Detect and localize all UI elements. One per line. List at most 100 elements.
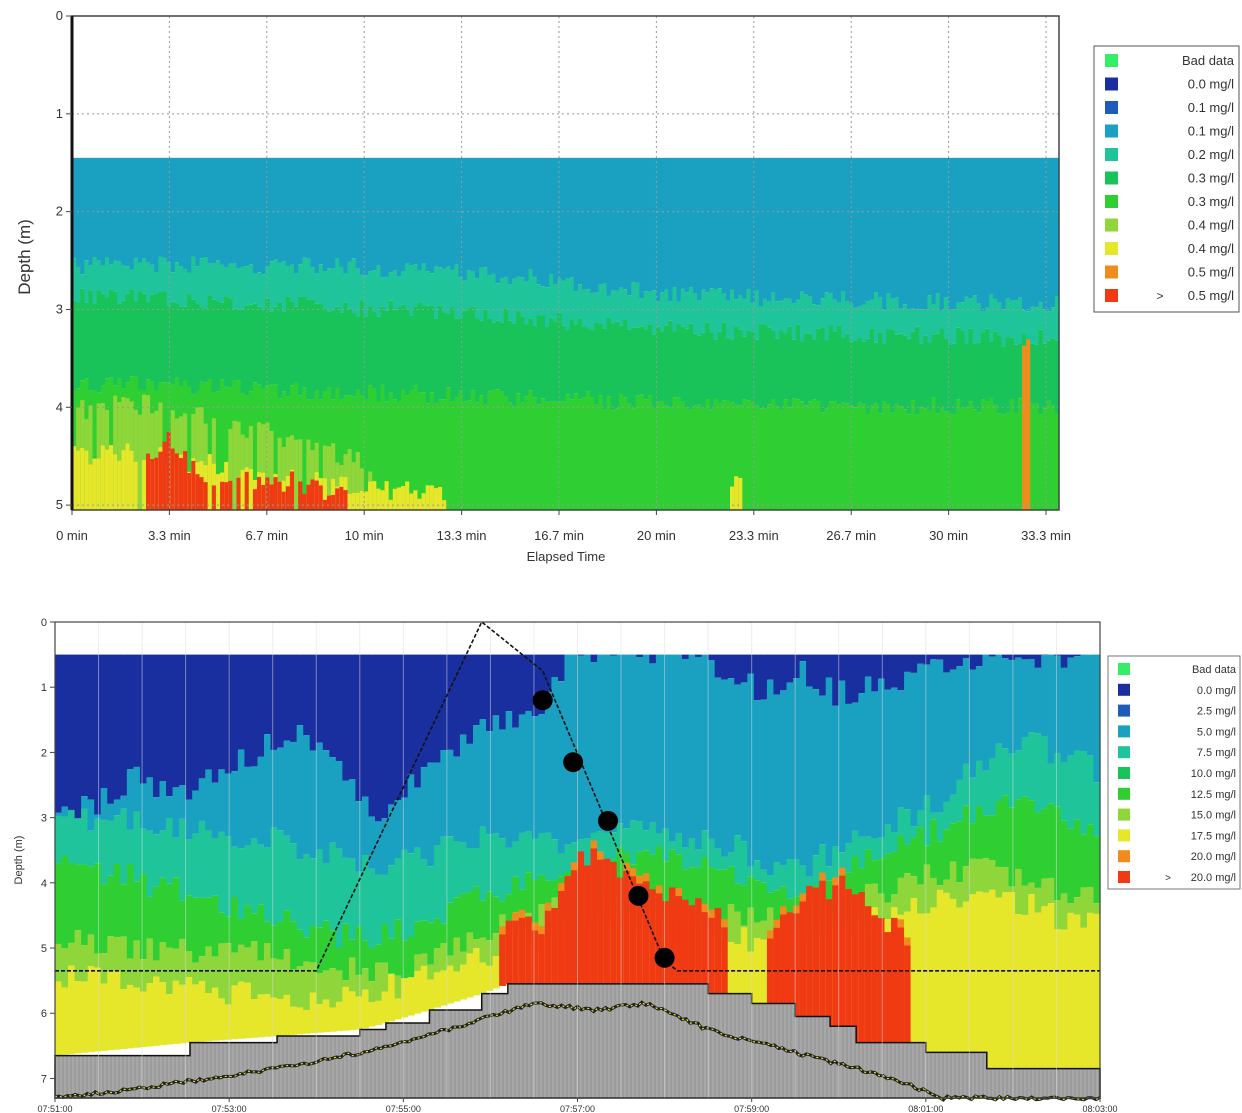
heatmap-cell — [355, 316, 361, 390]
heatmap-cell — [730, 402, 735, 510]
heatmap-cell — [479, 962, 487, 994]
heatmap-cell — [968, 157, 974, 299]
heatmap-cell — [335, 258, 340, 307]
legend-swatch — [1105, 218, 1118, 232]
heatmap-cell — [569, 277, 575, 320]
heatmap-cell — [614, 290, 620, 322]
heatmap-cell — [518, 909, 526, 918]
y-tick-label: 5 — [41, 943, 47, 955]
heatmap-cell — [310, 267, 316, 300]
heatmap-cell — [819, 844, 827, 894]
heatmap-cell — [820, 412, 826, 510]
heatmap-cell — [898, 157, 904, 309]
heatmap-cell — [302, 157, 308, 258]
heatmap-cell — [538, 934, 546, 984]
heatmap-cell — [183, 306, 188, 381]
heatmap-cell — [531, 930, 539, 984]
heatmap-cell — [264, 943, 272, 995]
heatmap-cell — [635, 395, 641, 510]
heatmap-cell — [427, 654, 435, 763]
heatmap-cell — [289, 471, 295, 510]
heatmap-cell — [394, 857, 402, 920]
heatmap-cell — [544, 327, 550, 402]
heatmap-cell — [359, 300, 365, 396]
heatmap-cell — [577, 851, 585, 984]
heatmap-cell — [483, 309, 488, 405]
heatmap-cell — [808, 157, 813, 297]
heatmap-cell — [639, 157, 645, 299]
heatmap-cell — [793, 654, 801, 679]
heatmap-cell — [479, 395, 484, 510]
heatmap-cell — [215, 260, 221, 302]
heatmap-cell — [166, 796, 174, 818]
heatmap-cell — [544, 902, 552, 911]
heatmap-cell — [348, 654, 357, 780]
heatmap-cell — [584, 865, 592, 984]
heatmap-cell — [68, 942, 76, 966]
heatmap-cell — [976, 412, 982, 510]
heatmap-cell — [466, 654, 474, 744]
heatmap-cell — [87, 830, 95, 867]
heatmap-cell — [675, 888, 683, 897]
heatmap-cell — [381, 654, 389, 819]
heatmap-cell — [775, 406, 780, 510]
heatmap-cell — [329, 654, 337, 758]
heatmap-cell — [873, 403, 879, 510]
heatmap-cell — [265, 422, 270, 510]
heatmap-cell — [915, 326, 920, 415]
heatmap-cell — [779, 654, 788, 691]
heatmap-cell — [1028, 658, 1036, 733]
heatmap-cell — [61, 855, 69, 948]
heatmap-cell — [303, 854, 311, 938]
heatmap-cell — [845, 888, 853, 1038]
heatmap-cell — [969, 858, 977, 895]
heatmap-cell — [211, 838, 219, 896]
heatmap-cell — [81, 981, 89, 1053]
heatmap-cell — [949, 898, 957, 1060]
heatmap-cell — [192, 962, 200, 985]
heatmap-cell — [877, 678, 886, 838]
y-tick-label: 4 — [56, 399, 63, 414]
heatmap-cell — [109, 377, 114, 510]
heatmap-cell — [1054, 654, 1062, 656]
heatmap-cell — [531, 922, 539, 931]
heatmap-cell — [159, 830, 167, 878]
heatmap-cell — [631, 157, 637, 282]
heatmap-cell — [682, 899, 690, 989]
heatmap-cell — [84, 157, 90, 261]
legend-label: 20.0 mg/l — [1191, 851, 1236, 863]
heatmap-cell — [773, 654, 781, 695]
heatmap-cell — [531, 716, 539, 839]
heatmap-cell — [812, 654, 820, 690]
heatmap-cell — [414, 954, 422, 971]
heatmap-cell — [662, 828, 670, 862]
heatmap-cell — [730, 339, 735, 403]
heatmap-cell — [440, 749, 448, 837]
heatmap-cell — [232, 420, 238, 510]
heatmap-cell — [120, 936, 128, 990]
heatmap-cell — [758, 157, 764, 307]
heatmap-cell — [281, 447, 287, 510]
heatmap-cell — [100, 884, 108, 954]
heatmap-cell — [709, 409, 715, 510]
heatmap-cell — [290, 969, 298, 1007]
heatmap-cell — [309, 750, 317, 859]
heatmap-cell — [750, 157, 756, 304]
heatmap-cell — [375, 944, 383, 963]
heatmap-cell — [894, 403, 900, 510]
heatmap-cell — [141, 460, 147, 510]
heatmap-cell — [989, 157, 994, 295]
heatmap-cell — [838, 852, 846, 877]
heatmap-cell — [440, 923, 448, 944]
heatmap-cell — [557, 853, 566, 877]
heatmap-cell — [207, 157, 213, 264]
heatmap-cell — [303, 735, 311, 855]
heatmap-cell — [401, 157, 406, 272]
heatmap-cell — [553, 284, 558, 322]
heatmap-cell — [538, 926, 546, 935]
heatmap-cell — [351, 312, 357, 397]
heatmap-cell — [126, 958, 134, 985]
heatmap-cell — [146, 830, 154, 897]
heatmap-cell — [211, 485, 217, 510]
heatmap-cell — [479, 937, 487, 963]
